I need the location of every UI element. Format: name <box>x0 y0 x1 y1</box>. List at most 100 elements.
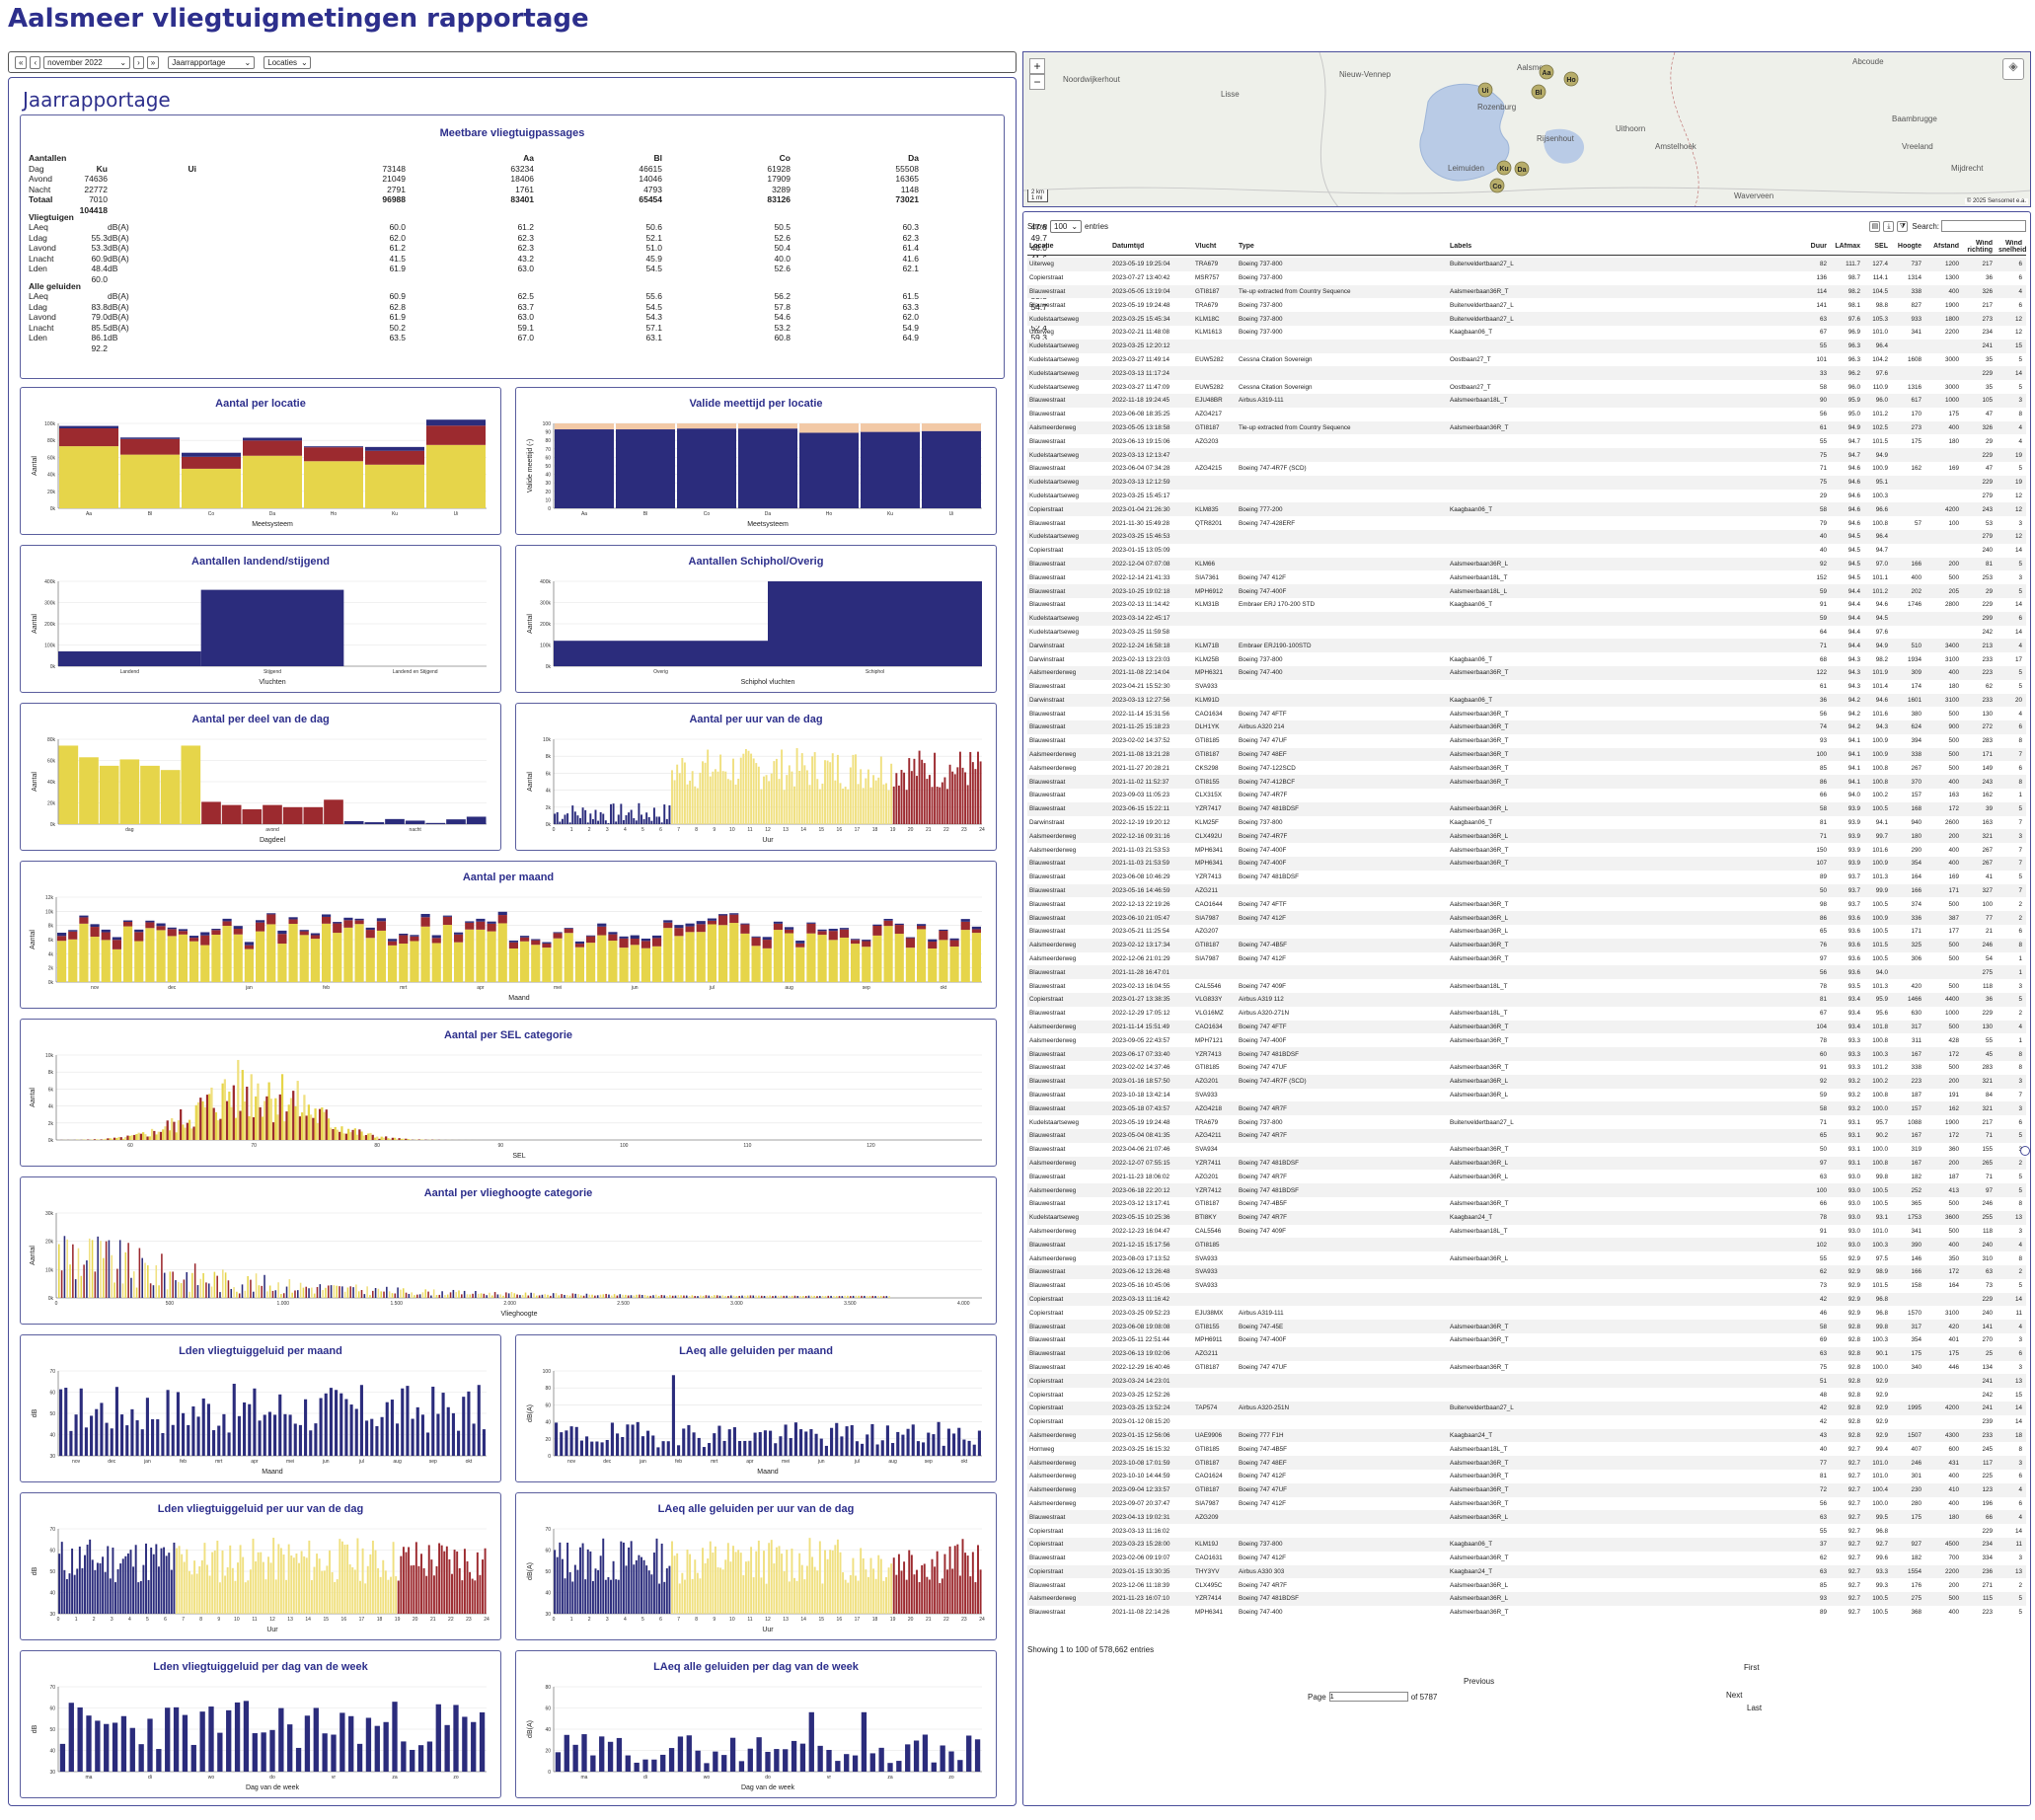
table-row[interactable]: Copierstraat 2023-07-27 13:40:42 MSR757 Boe… <box>1027 271 2026 285</box>
table-row[interactable]: Kudelstaartseweg 2023-03-13 11:17:24 33 96.… <box>1027 366 2026 381</box>
next-page-button[interactable]: Next <box>1726 1691 1743 1700</box>
first-page-button[interactable]: First <box>1744 1663 1760 1672</box>
table-row[interactable]: Aalsmeerderweg 2023-08-03 17:13:52 SVA933 A… <box>1027 1251 2026 1265</box>
map-canvas[interactable]: NoordwijkerhoutLisseNieuw-VennepAalsmeer… <box>1023 52 2031 207</box>
table-row[interactable]: Uiterweg 2023-05-19 19:25:04 TRA679 Boeing … <box>1027 258 2026 271</box>
table-row[interactable]: Copierstraat 2023-03-25 09:52:23 EJU38MX Ai… <box>1027 1306 2026 1320</box>
table-row[interactable]: Kudelstaartseweg 2023-03-25 11:59:58 64 94.… <box>1027 626 2026 640</box>
table-row[interactable]: Blauwestraat 2022-11-18 19:24:45 EJU48BR Ai… <box>1027 393 2026 408</box>
table-row[interactable]: Copierstraat 2023-03-25 13:52:24 TAP574 Air… <box>1027 1401 2026 1415</box>
table-row[interactable]: Blauwestraat 2023-02-13 11:14:42 KLM31B Emb… <box>1027 598 2026 612</box>
table-row[interactable]: Blauwestraat 2023-06-08 10:46:29 YZR7413 Bo… <box>1027 871 2026 884</box>
column-header[interactable]: Labels <box>1450 243 1472 250</box>
table-row[interactable]: Aalsmeerderweg 2023-09-04 12:33:57 GTI8187… <box>1027 1482 2026 1497</box>
zoom-in-button[interactable]: + <box>1029 58 1045 74</box>
table-row[interactable]: Hornweg 2023-03-25 16:15:32 GTI8185 Boeing … <box>1027 1442 2026 1456</box>
table-row[interactable]: Uiterweg 2023-02-21 11:48:08 KLM1613 Boeing… <box>1027 326 2026 340</box>
table-row[interactable]: Blauwestraat 2023-06-15 15:22:11 YZR7417 Bo… <box>1027 801 2026 816</box>
table-row[interactable]: Blauwestraat 2023-04-13 19:02:31 AZG209 Aal… <box>1027 1510 2026 1525</box>
table-row[interactable]: Blauwestraat 2023-06-08 19:08:08 GTI8155 Bo… <box>1027 1320 2026 1333</box>
table-row[interactable]: Aalsmeerderweg 2023-06-18 22:20:12 YZR7412… <box>1027 1183 2026 1197</box>
table-row[interactable]: Darwinstraat 2022-12-24 16:58:18 KLM71B Emb… <box>1027 639 2026 653</box>
column-header[interactable]: LAfmax <box>1835 243 1860 250</box>
table-row[interactable]: Blauwestraat 2022-12-14 21:41:33 SIA7361 Bo… <box>1027 570 2026 584</box>
table-row[interactable]: Copierstraat 2023-01-15 13:05:09 40 94.5 94.… <box>1027 544 2026 558</box>
table-row[interactable]: Blauwestraat 2023-06-13 19:15:06 AZG203 55 9… <box>1027 434 2026 448</box>
table-row[interactable]: Copierstraat 2023-03-13 11:16:42 42 92.9 96.… <box>1027 1292 2026 1307</box>
table-row[interactable]: Blauwestraat 2023-05-05 13:19:04 GTI8187 Ti… <box>1027 284 2026 299</box>
report-select[interactable]: Jaarrapportage ⌄ <box>168 55 256 69</box>
column-header[interactable]: Afstand <box>1932 243 1959 250</box>
table-row[interactable]: Blauwestraat 2023-10-18 13:42:14 SVA933 Aal… <box>1027 1089 2026 1102</box>
table-row[interactable]: Blauwestraat 2023-06-10 21:05:47 SIA7987 Bo… <box>1027 911 2026 926</box>
next-month-button[interactable]: › <box>133 55 144 69</box>
first-month-button[interactable]: « <box>15 55 28 69</box>
download-icon[interactable]: ⤓ <box>1883 220 1895 232</box>
table-row[interactable]: Blauwestraat 2023-05-16 14:46:59 AZG211 50 9… <box>1027 883 2026 898</box>
table-row[interactable]: Aalsmeerderweg 2022-12-07 07:55:15 YZR7411… <box>1027 1156 2026 1171</box>
table-row[interactable]: Blauwestraat 2023-06-13 19:02:06 AZG211 63 9… <box>1027 1346 2026 1361</box>
table-row[interactable]: Blauwestraat 2023-06-12 13:26:48 SVA933 62 9… <box>1027 1264 2026 1279</box>
table-row[interactable]: Copierstraat 2023-01-12 08:15:20 42 92.8 92.… <box>1027 1415 2026 1429</box>
table-row[interactable]: Aalsmeerderweg 2021-11-14 15:51:49 CAO1634… <box>1027 1020 2026 1034</box>
copy-icon[interactable]: ▤ <box>1869 220 1881 232</box>
table-row[interactable]: Blauwestraat 2023-06-17 07:33:40 YZR7413 Bo… <box>1027 1047 2026 1062</box>
table-row[interactable]: Blauwestraat 2022-12-29 17:05:12 VLG16MZ Ai… <box>1027 1007 2026 1021</box>
table-row[interactable]: Kudelstaartseweg 2023-03-13 12:13:47 75 94.… <box>1027 448 2026 462</box>
locations-select[interactable]: Locaties ⌄ <box>264 55 312 69</box>
column-header[interactable]: Vlucht <box>1195 243 1217 250</box>
table-row[interactable]: Blauwestraat 2021-11-08 22:14:26 MPH6341 Bo… <box>1027 1606 2026 1620</box>
table-row[interactable]: Blauwestraat 2022-12-04 07:07:08 KLM66 Aals… <box>1027 557 2026 571</box>
page-input[interactable] <box>1328 1692 1408 1702</box>
last-month-button[interactable]: » <box>146 55 160 69</box>
table-row[interactable]: Blauwestraat 2023-05-11 22:51:44 MPH6911 Bo… <box>1027 1333 2026 1347</box>
table-row[interactable]: Kudelstaartseweg 2023-03-25 15:46:53 40 94.… <box>1027 529 2026 544</box>
table-row[interactable]: Copierstraat 2023-01-15 13:30:35 THY3YV Air… <box>1027 1564 2026 1579</box>
table-row[interactable]: Aalsmeerderweg 2023-05-05 13:18:58 GTI8187… <box>1027 420 2026 435</box>
table-row[interactable]: Blauwestraat 2021-11-02 11:52:37 GTI8155 Bo… <box>1027 775 2026 790</box>
previous-page-button[interactable]: Previous <box>1464 1677 1495 1686</box>
column-header[interactable]: Type <box>1239 243 1254 250</box>
location-map[interactable]: Noordwijkerhout Lisse Nieuw-Vennep Aalsmeer… <box>1022 51 2031 207</box>
column-header[interactable]: Wind snelheid <box>1998 239 2026 254</box>
table-row[interactable]: Kudelstaartseweg 2023-05-19 19:24:48 TRA67… <box>1027 1115 2026 1129</box>
table-row[interactable]: Aalsmeerderweg 2023-09-05 22:43:57 MPH7121… <box>1027 1033 2026 1047</box>
table-row[interactable]: Blauwestraat 2022-12-29 16:40:46 GTI8187 Bo… <box>1027 1361 2026 1375</box>
table-row[interactable]: Blauwestraat 2023-09-03 11:05:23 CLX315X Bo… <box>1027 789 2026 802</box>
table-row[interactable]: Aalsmeerderweg 2022-12-16 09:31:16 CLX492U… <box>1027 829 2026 844</box>
table-row[interactable]: Aalsmeerderweg 2022-12-23 16:04:47 CAL5546… <box>1027 1225 2026 1239</box>
column-header[interactable]: Locatie <box>1029 243 1054 250</box>
table-row[interactable]: Blauwestraat 2021-11-03 21:53:59 MPH6341 Bo… <box>1027 857 2026 871</box>
month-select[interactable]: november 2022 ⌄ <box>43 55 131 69</box>
table-row[interactable]: Blauwestraat 2023-01-16 18:57:50 AZG201 Boe… <box>1027 1074 2026 1089</box>
table-row[interactable]: Blauwestraat 2023-12-06 11:18:39 CLX495C Bo… <box>1027 1578 2026 1592</box>
table-row[interactable]: Copierstraat 2023-03-13 11:16:02 55 92.7 96.… <box>1027 1524 2026 1538</box>
table-row[interactable]: Aalsmeerderweg 2023-10-10 14:44:59 CAO1624… <box>1027 1470 2026 1483</box>
table-row[interactable]: Blauwestraat 2023-06-04 07:34:28 AZG4215 Bo… <box>1027 462 2026 476</box>
prev-month-button[interactable]: ‹ <box>30 55 41 69</box>
table-row[interactable]: Blauwestraat 2021-11-23 18:06:02 AZG201 Boe… <box>1027 1170 2026 1183</box>
column-header[interactable]: SEL <box>1874 243 1888 250</box>
table-row[interactable]: Blauwestraat 2021-11-28 16:47:01 56 93.6 94.… <box>1027 965 2026 980</box>
column-header[interactable]: Hoogte <box>1897 243 1922 250</box>
table-row[interactable]: Blauwestraat 2021-11-25 15:18:23 DLH1YK Air… <box>1027 720 2026 734</box>
table-row[interactable]: Kudelstaartseweg 2023-05-15 10:25:36 BTI8K… <box>1027 1210 2026 1225</box>
table-row[interactable]: Blauwestraat 2022-11-14 15:31:56 CAO1634 Bo… <box>1027 707 2026 720</box>
table-row[interactable]: Copierstraat 2023-03-23 15:28:00 KLM19J Boe… <box>1027 1537 2026 1552</box>
table-row[interactable]: Kudelstaartseweg 2023-03-27 11:47:09 EUW52… <box>1027 380 2026 394</box>
table-row[interactable]: Aalsmeerderweg 2021-11-08 13:21:28 GTI8187… <box>1027 747 2026 762</box>
table-row[interactable]: Blauwestraat 2023-04-21 15:52:30 SVA933 61 9… <box>1027 680 2026 694</box>
table-row[interactable]: Blauwestraat 2023-03-12 13:17:41 GTI8187 Bo… <box>1027 1197 2026 1211</box>
table-row[interactable]: Aalsmeerderweg 2021-11-27 20:28:21 CKS298 B… <box>1027 761 2026 775</box>
table-row[interactable]: Darwinstraat 2023-03-13 12:27:56 KLM91D Kaa… <box>1027 693 2026 708</box>
table-row[interactable]: Aalsmeerderweg 2021-11-23 16:07:10 YZR7414… <box>1027 1592 2026 1606</box>
layers-button[interactable]: ◈ <box>2002 58 2024 80</box>
table-row[interactable]: Copierstraat 2023-03-25 12:52:26 48 92.8 92.… <box>1027 1388 2026 1402</box>
scroll-handle[interactable] <box>2020 1146 2030 1156</box>
table-row[interactable]: Kudelstaartseweg 2023-03-14 22:45:17 59 94.… <box>1027 611 2026 626</box>
page-length-select[interactable]: 100 ⌄ <box>1050 219 1083 233</box>
table-row[interactable]: Darwinstraat 2023-02-13 13:23:03 KLM25B Boe… <box>1027 652 2026 666</box>
table-row[interactable]: Aalsmeerderweg 2022-12-06 21:01:29 SIA7987… <box>1027 952 2026 966</box>
table-row[interactable]: Blauwestraat 2023-05-18 07:43:57 AZG4218 Bo… <box>1027 1101 2026 1116</box>
table-row[interactable]: Blauwestraat 2023-05-21 11:25:54 AZG207 Aal… <box>1027 925 2026 939</box>
